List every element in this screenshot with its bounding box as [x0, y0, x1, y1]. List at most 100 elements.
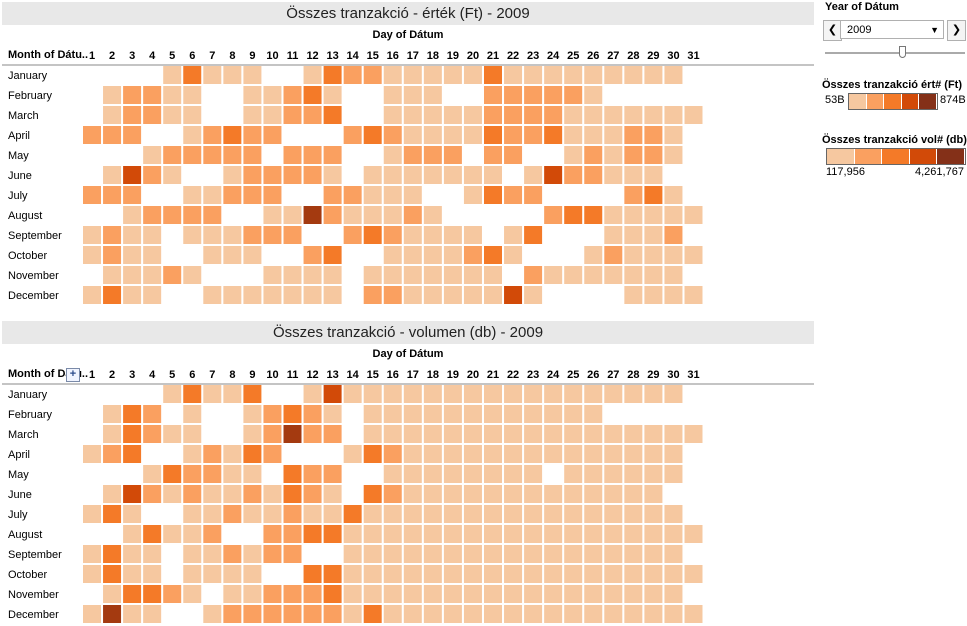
heatmap-cell[interactable] [263, 405, 282, 423]
heatmap-cell[interactable] [684, 425, 703, 443]
heatmap-cell[interactable] [644, 66, 663, 84]
heatmap-cell[interactable] [544, 166, 563, 184]
heatmap-cell[interactable] [664, 226, 683, 244]
heatmap-cell[interactable] [243, 465, 262, 483]
heatmap-cell[interactable] [403, 186, 422, 204]
heatmap-cell[interactable] [524, 186, 543, 204]
heatmap-cell[interactable] [544, 565, 563, 583]
heatmap-cell[interactable] [263, 286, 282, 304]
heatmap-cell[interactable] [243, 166, 262, 184]
heatmap-cell[interactable] [463, 166, 482, 184]
heatmap-cell[interactable] [123, 166, 142, 184]
heatmap-cell[interactable] [283, 166, 302, 184]
heatmap-cell[interactable] [363, 405, 382, 423]
heatmap-cell[interactable] [644, 485, 663, 503]
heatmap-cell[interactable] [223, 445, 242, 463]
heatmap-cell[interactable] [203, 605, 222, 623]
heatmap-cell[interactable] [584, 485, 603, 503]
heatmap-cell[interactable] [423, 86, 442, 104]
heatmap-cell[interactable] [584, 505, 603, 523]
heatmap-cell[interactable] [103, 425, 122, 443]
heatmap-cell[interactable] [283, 585, 302, 603]
heatmap-cell[interactable] [323, 286, 342, 304]
heatmap-cell[interactable] [664, 445, 683, 463]
heatmap-cell[interactable] [504, 186, 523, 204]
heatmap-cell[interactable] [103, 445, 122, 463]
heatmap-cell[interactable] [343, 385, 362, 403]
heatmap-cell[interactable] [584, 206, 603, 224]
heatmap-cell[interactable] [604, 226, 623, 244]
heatmap-cell[interactable] [143, 86, 162, 104]
heatmap-cell[interactable] [664, 505, 683, 523]
heatmap-cell[interactable] [103, 226, 122, 244]
heatmap-cell[interactable] [343, 545, 362, 563]
heatmap-cell[interactable] [223, 465, 242, 483]
heatmap-cell[interactable] [263, 485, 282, 503]
heatmap-cell[interactable] [423, 246, 442, 264]
heatmap-cell[interactable] [484, 465, 502, 483]
heatmap-cell[interactable] [243, 246, 262, 264]
heatmap-cell[interactable] [463, 186, 482, 204]
heatmap-cell[interactable] [283, 465, 302, 483]
heatmap-cell[interactable] [183, 86, 202, 104]
heatmap-cell[interactable] [243, 385, 262, 403]
heatmap-cell[interactable] [524, 545, 543, 563]
heatmap-cell[interactable] [504, 505, 523, 523]
heatmap-cell[interactable] [363, 286, 382, 304]
heatmap-cell[interactable] [564, 605, 583, 623]
heatmap-cell[interactable] [584, 66, 603, 84]
heatmap-cell[interactable] [283, 405, 302, 423]
heatmap-cell[interactable] [223, 385, 242, 403]
heatmap-cell[interactable] [463, 565, 482, 583]
heatmap-cell[interactable] [604, 166, 623, 184]
heatmap-cell[interactable] [123, 545, 142, 563]
heatmap-cell[interactable] [343, 505, 362, 523]
heatmap-cell[interactable] [463, 485, 482, 503]
heatmap-cell[interactable] [443, 405, 462, 423]
heatmap-cell[interactable] [664, 66, 683, 84]
heatmap-cell[interactable] [544, 385, 563, 403]
heatmap-cell[interactable] [524, 86, 543, 104]
heatmap-cell[interactable] [624, 425, 643, 443]
heatmap-cell[interactable] [163, 146, 182, 164]
heatmap-cell[interactable] [463, 126, 482, 144]
heatmap-cell[interactable] [343, 206, 362, 224]
heatmap-cell[interactable] [183, 206, 202, 224]
heatmap-cell[interactable] [343, 605, 362, 623]
heatmap-cell[interactable] [484, 425, 502, 443]
heatmap-cell[interactable] [263, 86, 282, 104]
heatmap-cell[interactable] [504, 405, 523, 423]
heatmap-cell[interactable] [203, 545, 222, 563]
heatmap-cell[interactable] [283, 226, 302, 244]
heatmap-cell[interactable] [143, 525, 162, 543]
heatmap-cell[interactable] [103, 286, 122, 304]
heatmap-cell[interactable] [123, 405, 142, 423]
heatmap-cell[interactable] [283, 505, 302, 523]
heatmap-cell[interactable] [644, 525, 663, 543]
heatmap-cell[interactable] [544, 525, 563, 543]
heatmap-cell[interactable] [383, 146, 402, 164]
heatmap-cell[interactable] [403, 585, 422, 603]
heatmap-cell[interactable] [423, 545, 442, 563]
heatmap-cell[interactable] [243, 585, 262, 603]
heatmap-cell[interactable] [163, 425, 182, 443]
heatmap-cell[interactable] [443, 266, 462, 284]
heatmap-cell[interactable] [484, 286, 502, 304]
chevron-right-icon[interactable]: ❯ [947, 20, 966, 41]
heatmap-cell[interactable] [544, 266, 563, 284]
heatmap-cell[interactable] [403, 525, 422, 543]
heatmap-cell[interactable] [123, 226, 142, 244]
heatmap-cell[interactable] [143, 266, 162, 284]
heatmap-cell[interactable] [644, 425, 663, 443]
heatmap-cell[interactable] [183, 525, 202, 543]
heatmap-cell[interactable] [203, 565, 222, 583]
heatmap-cell[interactable] [443, 166, 462, 184]
heatmap-cell[interactable] [223, 565, 242, 583]
heatmap-cell[interactable] [123, 525, 142, 543]
heatmap-cell[interactable] [624, 146, 643, 164]
heatmap-cell[interactable] [303, 66, 322, 84]
heatmap-cell[interactable] [143, 425, 162, 443]
heatmap-cell[interactable] [524, 585, 543, 603]
heatmap-cell[interactable] [564, 126, 583, 144]
heatmap-cell[interactable] [644, 505, 663, 523]
